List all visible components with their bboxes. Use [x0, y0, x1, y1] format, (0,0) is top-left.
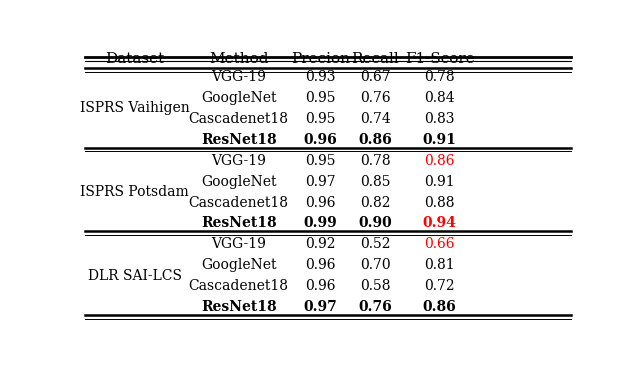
Text: 0.96: 0.96: [305, 279, 336, 293]
Text: 0.99: 0.99: [304, 217, 337, 231]
Text: Cascadenet18: Cascadenet18: [189, 195, 289, 209]
Text: 0.72: 0.72: [424, 279, 455, 293]
Text: 0.97: 0.97: [305, 175, 336, 189]
Text: 0.81: 0.81: [424, 259, 455, 273]
Text: GoogleNet: GoogleNet: [201, 259, 276, 273]
Text: F1-Score: F1-Score: [404, 52, 474, 66]
Text: DLR SAI-LCS: DLR SAI-LCS: [88, 269, 182, 283]
Text: 0.95: 0.95: [305, 112, 336, 126]
Text: GoogleNet: GoogleNet: [201, 91, 276, 105]
Text: Precion: Precion: [291, 52, 350, 66]
Text: 0.58: 0.58: [360, 279, 390, 293]
Text: 0.76: 0.76: [360, 91, 390, 105]
Text: 0.70: 0.70: [360, 259, 390, 273]
Text: Dataset: Dataset: [105, 52, 164, 66]
Text: Recall: Recall: [351, 52, 399, 66]
Text: 0.86: 0.86: [424, 153, 455, 167]
Text: Cascadenet18: Cascadenet18: [189, 279, 289, 293]
Text: VGG-19: VGG-19: [211, 153, 266, 167]
Text: 0.97: 0.97: [304, 300, 337, 314]
Text: 0.74: 0.74: [360, 112, 390, 126]
Text: ResNet18: ResNet18: [201, 133, 276, 147]
Text: Cascadenet18: Cascadenet18: [189, 112, 289, 126]
Text: 0.88: 0.88: [424, 195, 455, 209]
Text: ResNet18: ResNet18: [201, 217, 276, 231]
Text: 0.82: 0.82: [360, 195, 390, 209]
Text: 0.78: 0.78: [360, 153, 390, 167]
Text: 0.67: 0.67: [360, 70, 390, 84]
Text: 0.96: 0.96: [305, 259, 336, 273]
Text: 0.86: 0.86: [358, 133, 392, 147]
Text: 0.95: 0.95: [305, 153, 336, 167]
Text: 0.96: 0.96: [305, 195, 336, 209]
Text: 0.86: 0.86: [423, 300, 456, 314]
Text: ResNet18: ResNet18: [201, 300, 276, 314]
Text: 0.83: 0.83: [424, 112, 455, 126]
Text: 0.90: 0.90: [358, 217, 392, 231]
Text: VGG-19: VGG-19: [211, 237, 266, 251]
Text: 0.94: 0.94: [422, 217, 456, 231]
Text: GoogleNet: GoogleNet: [201, 175, 276, 189]
Text: 0.93: 0.93: [305, 70, 336, 84]
Text: 0.52: 0.52: [360, 237, 390, 251]
Text: 0.95: 0.95: [305, 91, 336, 105]
Text: VGG-19: VGG-19: [211, 70, 266, 84]
Text: 0.96: 0.96: [304, 133, 337, 147]
Text: Method: Method: [209, 52, 268, 66]
Text: 0.92: 0.92: [305, 237, 336, 251]
Text: 0.91: 0.91: [422, 133, 456, 147]
Text: 0.91: 0.91: [424, 175, 455, 189]
Text: 0.66: 0.66: [424, 237, 455, 251]
Text: 0.78: 0.78: [424, 70, 455, 84]
Text: ISPRS Potsdam: ISPRS Potsdam: [80, 185, 189, 199]
Text: 0.85: 0.85: [360, 175, 390, 189]
Text: 0.84: 0.84: [424, 91, 455, 105]
Text: ISPRS Vaihigen: ISPRS Vaihigen: [80, 101, 189, 115]
Text: 0.76: 0.76: [358, 300, 392, 314]
